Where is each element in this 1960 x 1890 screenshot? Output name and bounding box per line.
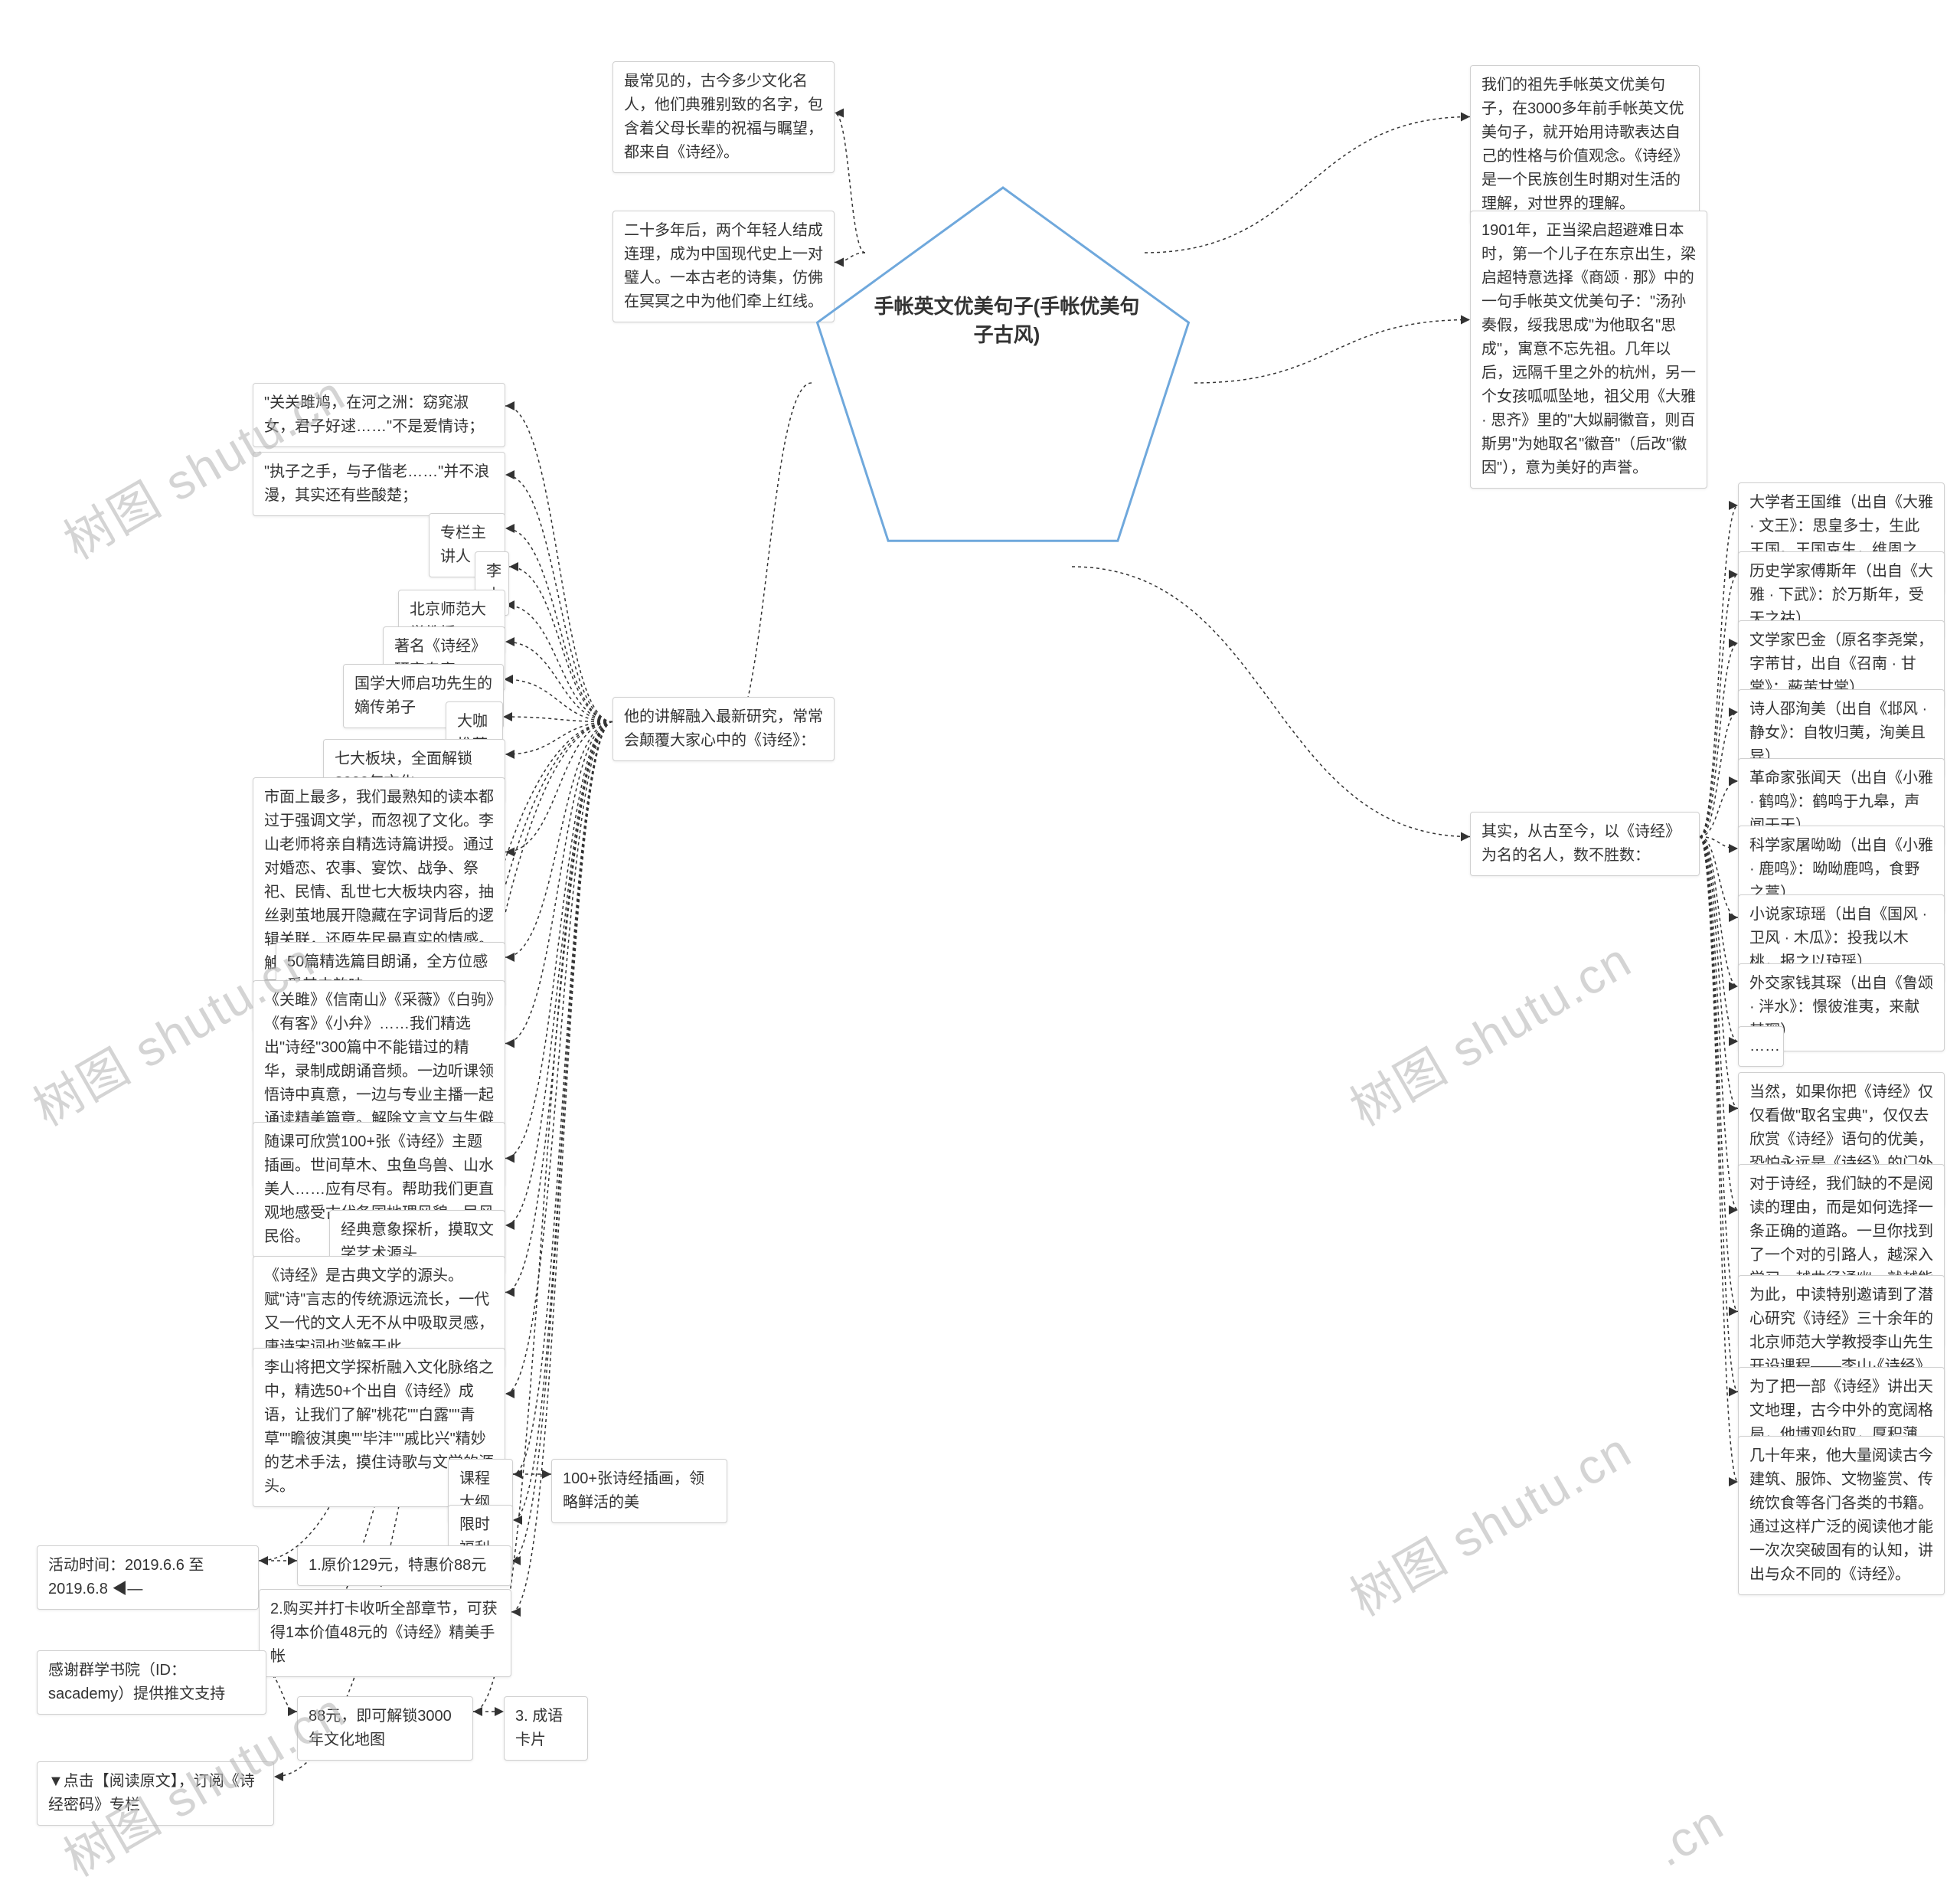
center-title: 手帐英文优美句子(手帐优美句子古风) (869, 291, 1145, 348)
